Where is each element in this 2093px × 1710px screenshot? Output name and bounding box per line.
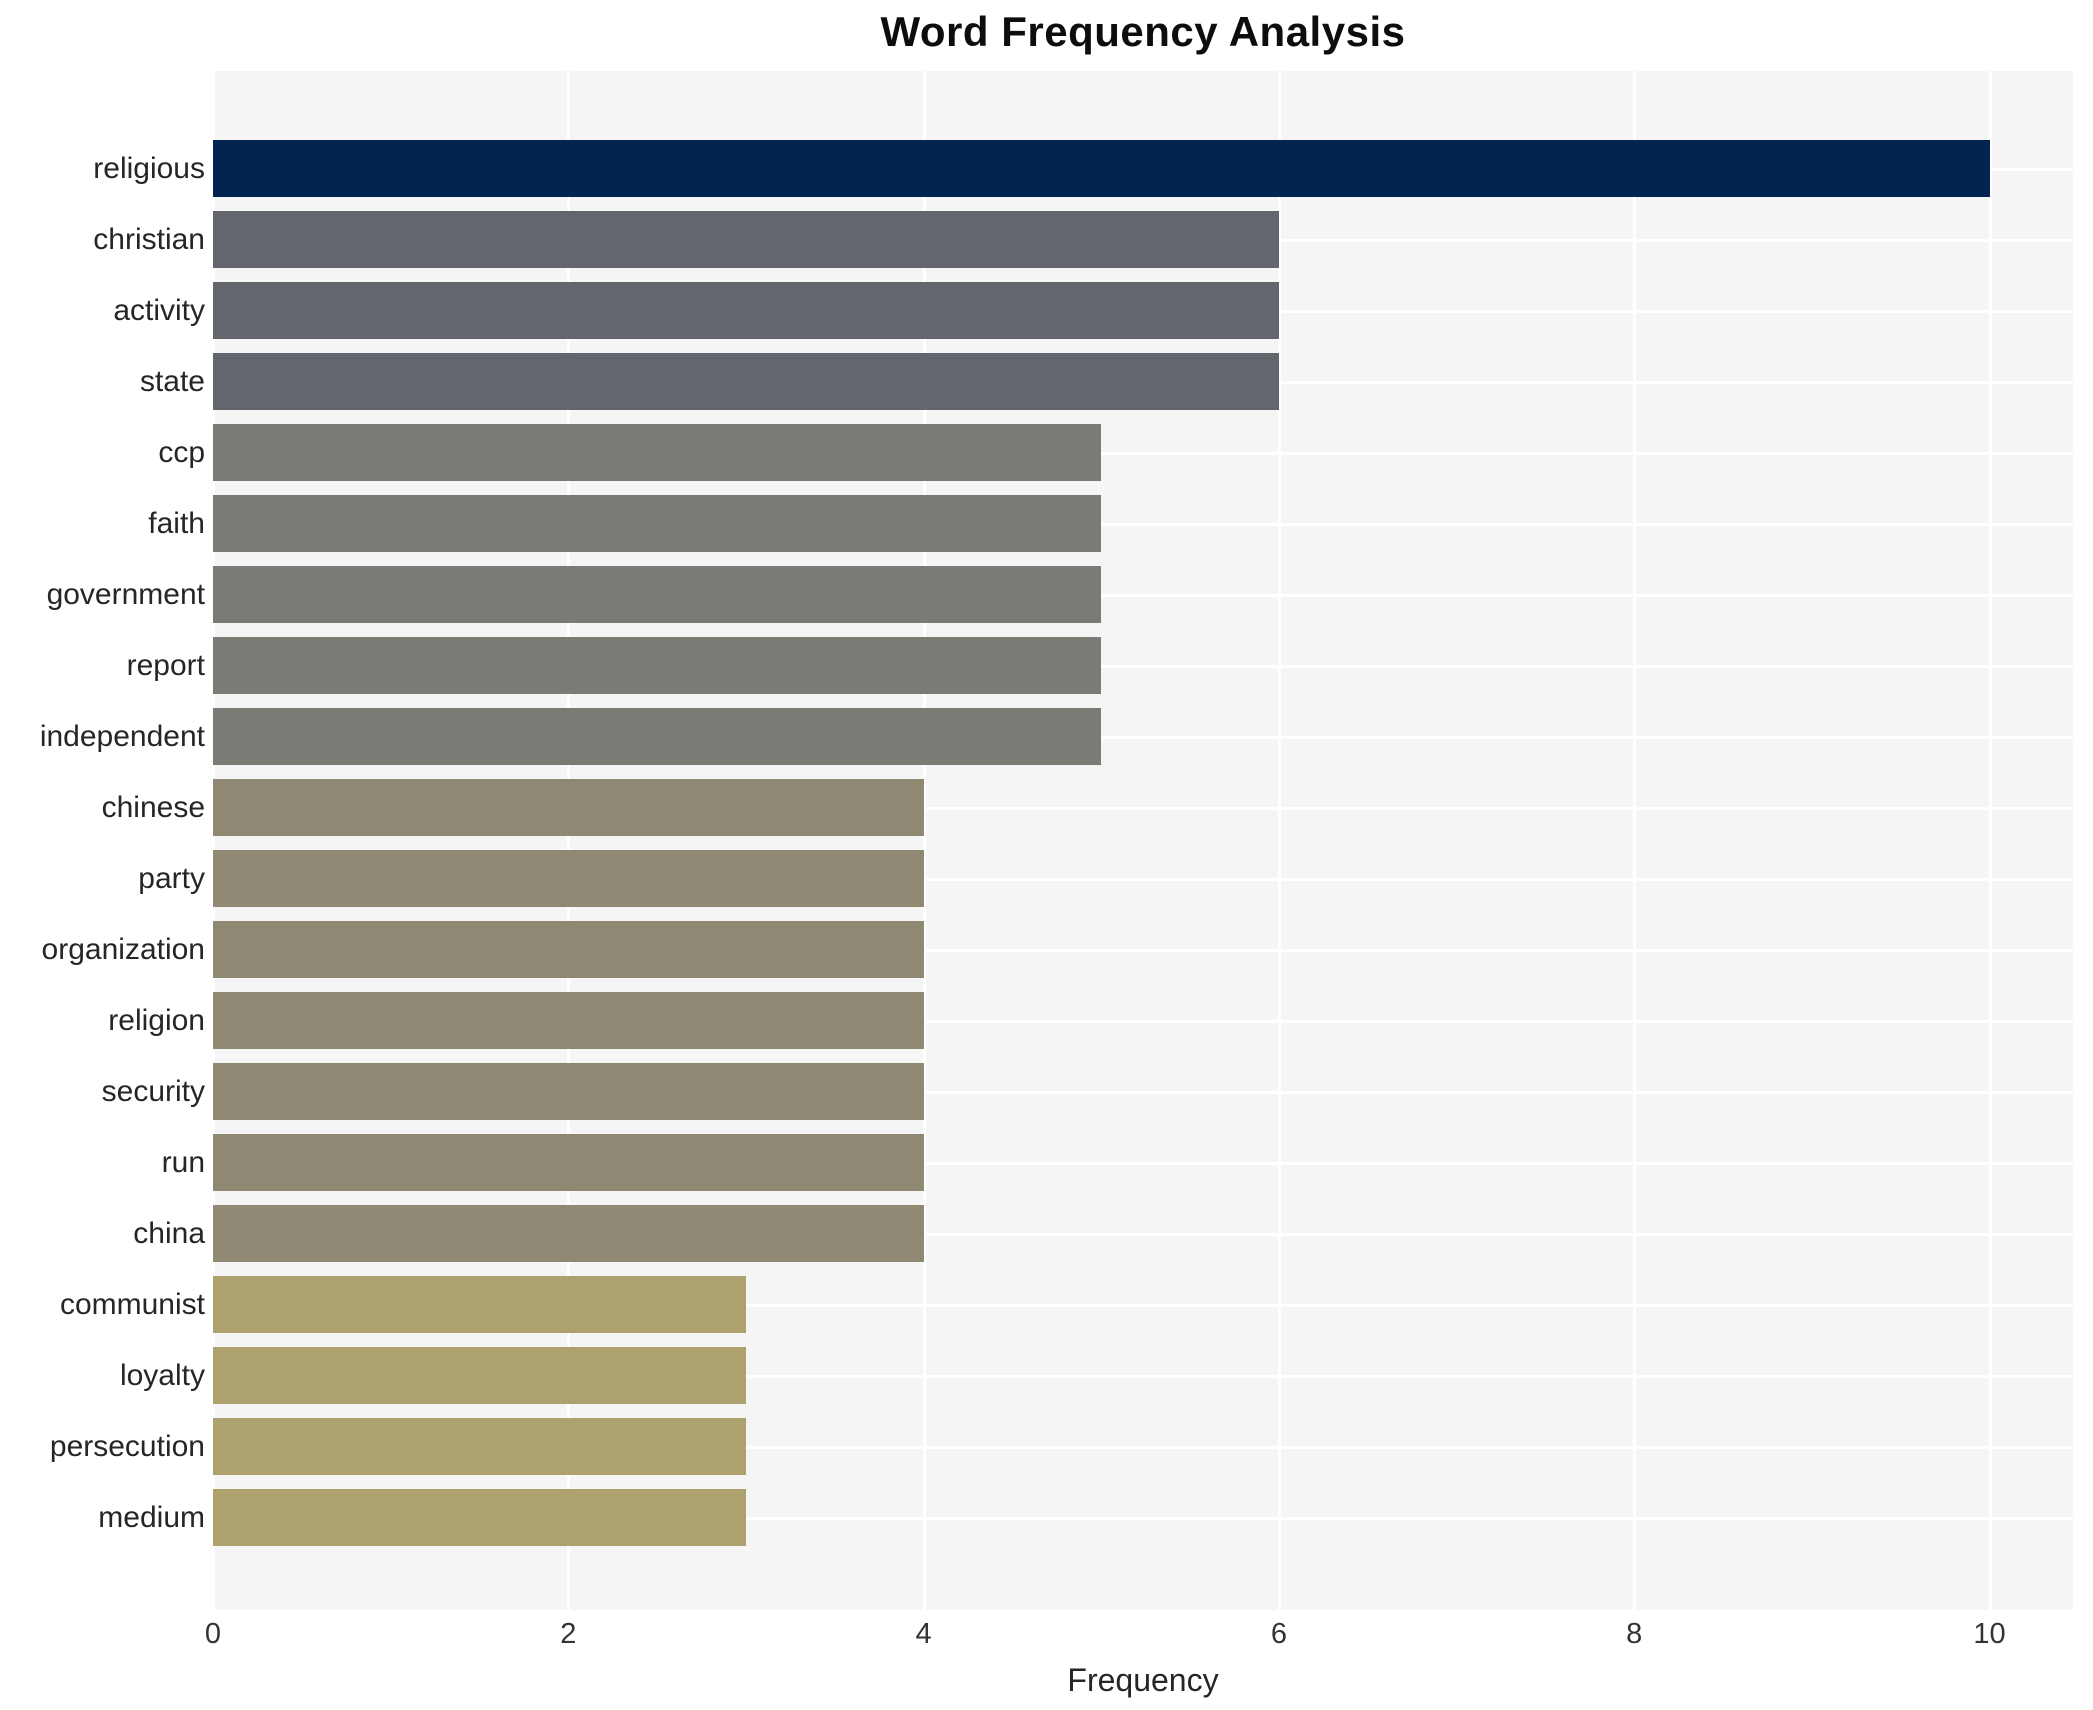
vertical-gridline [567,71,571,1610]
y-tick-label: faith [148,506,205,540]
bar-independent [213,708,1102,765]
y-tick-label: security [101,1074,205,1108]
y-tick-label: china [133,1216,205,1250]
y-tick-label: government [46,577,205,611]
y-tick-label: report [126,648,205,682]
bar-religious [213,140,1990,197]
y-axis-labels: religious christian activity state ccp faith g… [0,71,205,1610]
horizontal-gridline [213,1019,2073,1023]
vertical-gridline [1277,71,1281,1610]
horizontal-gridline [213,1374,2073,1378]
y-tick-label: party [138,861,205,895]
horizontal-gridline [213,877,2073,881]
bar-party [213,850,924,907]
y-tick-label: religious [93,151,205,185]
bar-government [213,566,1102,623]
horizontal-gridline [213,1303,2073,1307]
bar-chinese [213,779,924,836]
vertical-gridline [1988,71,1992,1610]
y-tick-label: chinese [101,790,205,824]
x-tick-label: 0 [204,1618,222,1650]
bar-medium [213,1489,746,1546]
y-tick-label: organization [41,932,205,966]
bar-run [213,1134,924,1191]
y-tick-label: communist [59,1287,205,1321]
y-tick-label: medium [98,1500,205,1534]
vertical-gridline [1633,71,1637,1610]
chart-title: Word Frequency Analysis [880,8,1406,55]
bar-china [213,1205,924,1262]
bar-faith [213,495,1102,552]
x-axis-ticks: 0 2 4 6 8 10 [205,1618,2073,1658]
bar-loyalty [213,1347,746,1404]
plot-panel [212,71,2073,1610]
horizontal-gridline [213,948,2073,952]
horizontal-gridline [213,664,2073,668]
bar-christian [213,211,1279,268]
x-tick-label: 2 [560,1618,577,1650]
x-tick-label: 8 [1626,1618,1643,1650]
x-tick-label: 6 [1270,1618,1287,1650]
y-tick-label: religion [108,1003,205,1037]
horizontal-gridline [213,1516,2073,1520]
horizontal-gridline [213,735,2073,739]
bar-organization [213,921,924,978]
bar-communist [213,1276,746,1333]
vertical-gridline [922,71,926,1610]
x-tick-label: 4 [915,1618,932,1650]
y-tick-label: ccp [158,435,205,469]
bar-state [213,353,1279,410]
horizontal-gridline [213,1161,2073,1165]
bar-activity [213,282,1279,339]
x-tick-label: 10 [1973,1618,2006,1650]
bar-security [213,1063,924,1120]
y-tick-label: run [161,1145,205,1179]
bar-report [213,637,1102,694]
horizontal-gridline [213,1090,2073,1094]
horizontal-gridline [213,522,2073,526]
horizontal-gridline [213,806,2073,810]
horizontal-gridline [213,1445,2073,1449]
bar-persecution [213,1418,746,1475]
horizontal-gridline [213,593,2073,597]
y-tick-label: state [139,364,205,398]
bar-religion [213,992,924,1049]
horizontal-gridline [213,451,2073,455]
y-tick-label: activity [113,293,205,327]
y-tick-label: persecution [49,1429,205,1463]
vertical-gridline [212,71,215,1610]
horizontal-gridline [213,1232,2073,1236]
bar-ccp [213,424,1102,481]
x-axis-label: Frequency [1067,1662,1219,1698]
y-tick-label: loyalty [119,1358,205,1392]
y-tick-label: christian [93,222,205,256]
y-tick-label: independent [39,719,205,753]
